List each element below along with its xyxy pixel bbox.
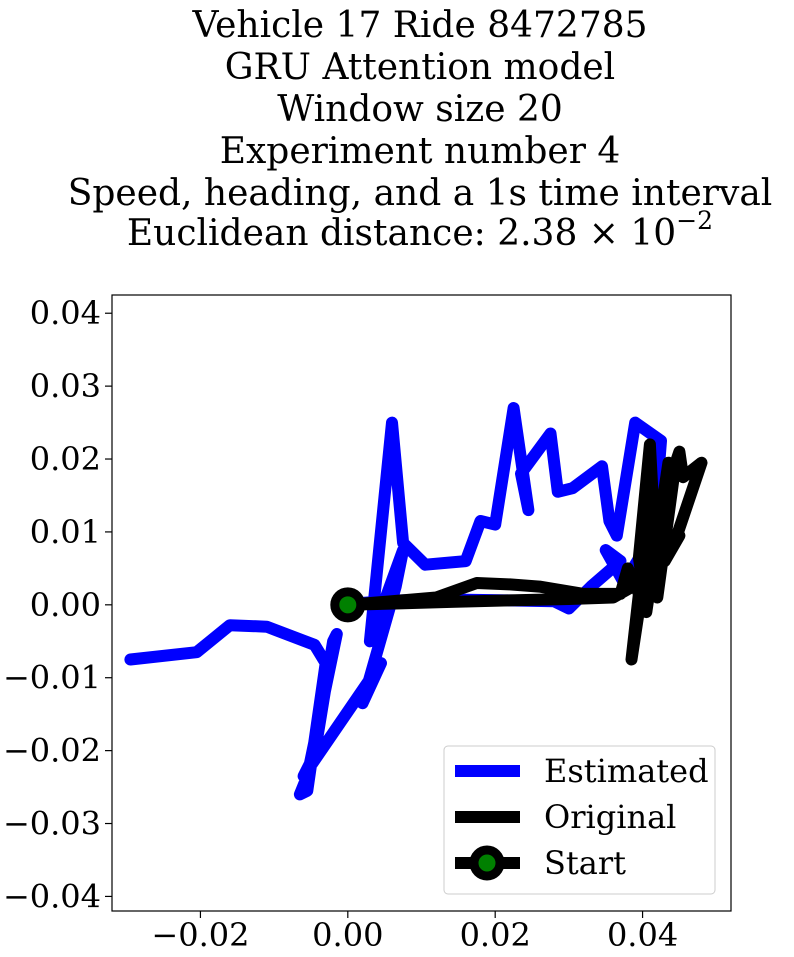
distance-exponent: −2 bbox=[676, 206, 713, 235]
x-tick-label: 0.00 bbox=[312, 916, 383, 954]
distance-value: Euclidean distance: 2.38 × 10 bbox=[127, 213, 676, 254]
legend-start-marker bbox=[469, 845, 505, 881]
axes-frame bbox=[111, 294, 732, 912]
title-line: Speed, heading, and a 1s time interval bbox=[68, 173, 773, 214]
y-tick-label: 0.04 bbox=[30, 294, 101, 332]
y-axis: 0.04 0.03 0.02 0.01 0.00 −0.01 −0.02 −0.03 −0.04 bbox=[3, 294, 112, 915]
title-line-distance: Euclidean distance: 2.38 × 10−2 bbox=[127, 206, 713, 254]
y-tick-label: 0.03 bbox=[30, 367, 101, 405]
legend: Estimated Original Start bbox=[443, 745, 716, 895]
start-marker bbox=[330, 587, 366, 623]
y-tick-label: 0.02 bbox=[30, 440, 101, 478]
series-line-original bbox=[341, 438, 708, 666]
title-line: GRU Attention model bbox=[225, 47, 615, 88]
title-line: Window size 20 bbox=[277, 89, 563, 130]
x-tick-label: 0.04 bbox=[607, 916, 678, 954]
y-tick-label: −0.04 bbox=[3, 877, 101, 915]
y-tick-label: 0.00 bbox=[30, 586, 101, 624]
x-tick-label: −0.02 bbox=[151, 916, 249, 954]
y-tick-label: −0.01 bbox=[3, 659, 101, 697]
y-tick-label: −0.03 bbox=[3, 805, 101, 843]
legend-label-estimated: Estimated bbox=[544, 752, 709, 790]
legend-label-start: Start bbox=[544, 844, 626, 882]
legend-label-original: Original bbox=[544, 798, 676, 836]
x-tick-label: 0.02 bbox=[460, 916, 531, 954]
title-line: Experiment number 4 bbox=[220, 131, 621, 172]
series-line-estimated bbox=[124, 402, 667, 801]
y-tick-label: −0.02 bbox=[3, 732, 101, 770]
y-tick-label: 0.01 bbox=[30, 513, 101, 551]
x-axis: −0.02 0.00 0.02 0.04 bbox=[151, 911, 678, 954]
plot-area bbox=[124, 402, 708, 801]
title-line: Vehicle 17 Ride 8472785 bbox=[191, 5, 647, 46]
